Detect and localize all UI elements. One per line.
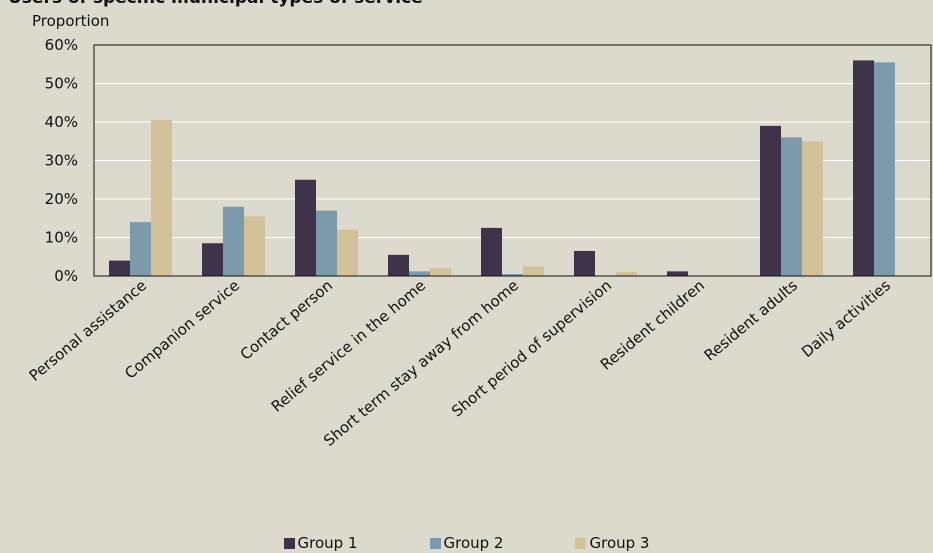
chart: Users of specific municipal types of ser… (8, 0, 932, 450)
y-tick-label: 20% (45, 190, 78, 208)
bar (874, 62, 895, 277)
bar (781, 137, 802, 276)
legend-item: Group 3 (575, 534, 649, 552)
y-axis-ticks: 0% 10% 20% 30% 40% 50% 60% (45, 36, 78, 285)
bar (760, 125, 781, 276)
legend-swatch (429, 537, 441, 549)
y-tick-label: 10% (45, 229, 78, 247)
bar (130, 222, 151, 276)
bar (502, 274, 523, 276)
x-category-label: Relief service in the home (268, 276, 429, 415)
bar (109, 260, 130, 276)
bar (667, 271, 688, 276)
bar (151, 120, 172, 276)
bar (523, 266, 544, 276)
bar (853, 60, 874, 277)
bar (337, 229, 358, 276)
bar (388, 254, 409, 276)
bar (802, 141, 823, 276)
legend-label: Group 3 (589, 534, 650, 552)
bar (574, 250, 595, 276)
bar (409, 271, 430, 276)
legend: Group 1 Group 2 Group 3 (0, 533, 933, 553)
bar (202, 243, 223, 276)
bar (223, 206, 244, 276)
y-tick-label: 40% (45, 113, 78, 131)
bar (295, 179, 316, 276)
x-category-label: Resident adults (701, 276, 802, 364)
plot-area-border (93, 44, 932, 277)
x-category-label: Contact person (237, 276, 336, 363)
bar (244, 216, 265, 276)
y-tick-label: 60% (45, 36, 78, 54)
bar (316, 210, 337, 276)
y-tick-label: 0% (54, 267, 78, 285)
bar (430, 268, 451, 276)
y-tick-label: 30% (45, 152, 78, 170)
y-axis-label: Proportion (32, 12, 109, 30)
legend-item: Group 2 (429, 534, 504, 552)
x-category-label: Daily activities (798, 276, 894, 361)
legend-swatch (575, 537, 587, 549)
legend-label: Group 2 (443, 534, 504, 552)
y-tick-label: 50% (45, 75, 78, 93)
bar (481, 227, 502, 276)
chart-title: Users of specific municipal types of ser… (8, 0, 423, 8)
x-category-label: Short period of supervision (448, 276, 615, 420)
legend-label: Group 1 (297, 534, 358, 552)
bars (109, 60, 895, 277)
x-category-label: Short term stay away from home (320, 276, 522, 449)
legend-swatch (283, 537, 295, 549)
legend-item: Group 1 (283, 534, 358, 552)
bar (616, 272, 637, 276)
